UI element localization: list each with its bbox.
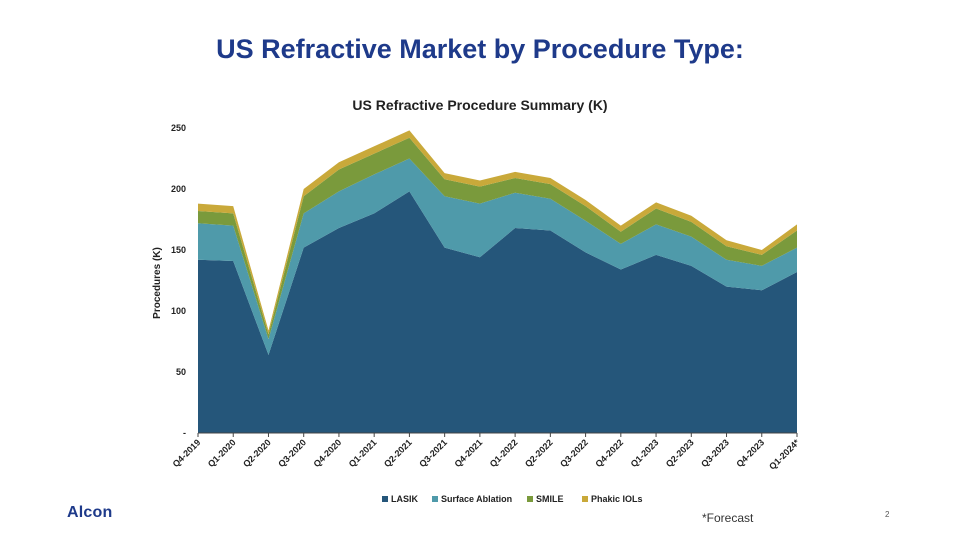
series-areas (198, 130, 797, 433)
legend-swatch (382, 496, 388, 502)
x-tick-label: Q3-2022 (558, 437, 590, 469)
legend-label: LASIK (391, 494, 419, 504)
forecast-footnote: *Forecast (702, 511, 754, 525)
slide-title: US Refractive Market by Procedure Type: (216, 34, 744, 64)
x-tick-label: Q2-2023 (664, 437, 696, 469)
y-tick-label: 200 (171, 184, 186, 194)
legend-label: Phakic IOLs (591, 494, 643, 504)
axes (197, 432, 798, 437)
x-tick-label: Q3-2020 (276, 437, 308, 469)
x-tick-label: Q4-2021 (452, 437, 484, 469)
page-number: 2 (885, 510, 890, 519)
y-tick-label: 50 (176, 367, 186, 377)
legend-label: Surface Ablation (441, 494, 512, 504)
y-tick-labels: - 50 100 150 200 250 (171, 123, 186, 438)
legend-label: SMILE (536, 494, 564, 504)
alcon-logo: Alcon (67, 504, 113, 521)
chart-title: US Refractive Procedure Summary (K) (352, 97, 607, 113)
x-tick-labels: Q4-2019 Q1-2020 Q2-2020 Q3-2020 Q4-2020 Q1-20… (171, 437, 802, 472)
y-tick-label: - (183, 428, 186, 438)
x-tick-label: Q1-2022 (488, 437, 520, 469)
area-lasik (198, 191, 797, 433)
x-tick-label: Q2-2020 (241, 437, 273, 469)
x-tick-label: Q2-2022 (523, 437, 555, 469)
y-tick-label: 100 (171, 306, 186, 316)
area-surface-ablation (198, 158, 797, 355)
x-tick-label: Q4-2022 (593, 437, 625, 469)
x-tick-label: Q1-2021 (347, 437, 379, 469)
x-tick-label: Q1-2023 (629, 437, 661, 469)
x-tick-label: Q1-2024* (767, 437, 802, 472)
x-tick-label: Q4-2023 (734, 437, 766, 469)
legend-swatch (432, 496, 438, 502)
x-tick-label: Q3-2023 (699, 437, 731, 469)
x-tick-label: Q2-2021 (382, 437, 414, 469)
x-tick-label: Q3-2021 (417, 437, 449, 469)
x-tick-label: Q1-2020 (206, 437, 238, 469)
y-tick-label: 250 (171, 123, 186, 133)
legend-swatch (582, 496, 588, 502)
y-tick-label: 150 (171, 245, 186, 255)
x-tick-label: Q4-2019 (171, 437, 203, 469)
y-axis-label: Procedures (K) (152, 247, 163, 319)
legend-swatch (527, 496, 533, 502)
x-tick-label: Q4-2020 (312, 437, 344, 469)
legend: LASIK Surface Ablation SMILE Phakic IOLs (382, 494, 643, 504)
